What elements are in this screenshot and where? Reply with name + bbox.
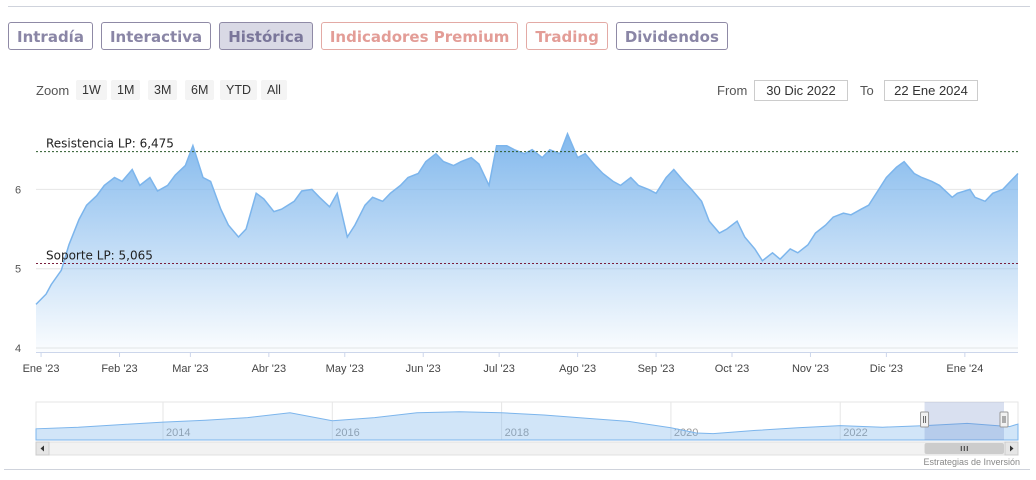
- x-tick-label: Nov '23: [792, 363, 829, 375]
- tab-dividendos[interactable]: Dividendos: [615, 22, 728, 50]
- navigator-year-label: 2022: [843, 427, 867, 439]
- x-tick-label: Mar '23: [172, 363, 208, 375]
- x-tick-label: Sep '23: [638, 363, 675, 375]
- navigator-frame: [35, 401, 1019, 441]
- x-tick-label: Ene '24: [946, 363, 983, 375]
- x-tick-label: Feb '23: [101, 363, 137, 375]
- from-label: From: [717, 83, 748, 98]
- y-tick-label: 4: [15, 343, 21, 355]
- price-chart: 4 5 6 Resistencia LP: 6,475 Soporte LP: 5,06…: [15, 131, 1019, 375]
- resistance-label: Resistencia LP: 6,475: [46, 137, 174, 151]
- branding-credit: Estrategias de Inversión: [923, 457, 1020, 467]
- navigator-year-label: 2018: [505, 427, 529, 439]
- bottom-divider: [4, 469, 1030, 470]
- series-area: [36, 133, 1018, 352]
- x-tick-label: Ene '23: [23, 363, 60, 375]
- zoom-6m-button[interactable]: 6M: [185, 80, 215, 100]
- from-date-input[interactable]: [754, 80, 848, 101]
- zoom-all-button[interactable]: All: [261, 80, 287, 100]
- x-tick-label: Abr '23: [252, 363, 287, 375]
- tab-trading[interactable]: Trading: [526, 22, 608, 50]
- navigator-year-label: 2014: [166, 427, 190, 439]
- navigator-handle[interactable]: [999, 411, 1009, 428]
- zoom-label: Zoom: [36, 83, 70, 98]
- y-tick-label: 6: [15, 184, 21, 196]
- x-tick-label: Jul '23: [483, 363, 514, 375]
- chevron-left-icon: [40, 445, 44, 452]
- tab-historica[interactable]: Histórica: [219, 22, 313, 50]
- tab-indicadores-premium[interactable]: Indicadores Premium: [320, 22, 519, 50]
- top-divider: [8, 6, 1030, 7]
- tab-intradia[interactable]: Intradía: [8, 22, 93, 50]
- x-tick-label: Jun '23: [406, 363, 441, 375]
- navigator-year-label: 2016: [335, 427, 359, 439]
- to-date-input[interactable]: [884, 80, 978, 101]
- support-label: Soporte LP: 5,065: [46, 249, 153, 263]
- y-tick-label: 5: [15, 264, 21, 276]
- x-tick-label: Oct '23: [715, 363, 750, 375]
- navigator-series: [35, 411, 1019, 441]
- scrollbar-track[interactable]: [35, 441, 1019, 456]
- navigator: 20142016201820202022: [35, 401, 1019, 456]
- chevron-right-icon: [1010, 445, 1014, 452]
- to-label: To: [860, 83, 874, 98]
- tab-interactiva[interactable]: Interactiva: [100, 22, 212, 50]
- view-tabs: Intradía Interactiva Histórica Indicador…: [8, 22, 728, 50]
- x-tick-label: May '23: [326, 363, 364, 375]
- x-tick-label: Dic '23: [870, 363, 903, 375]
- navigator-handle[interactable]: [920, 411, 930, 428]
- zoom-1m-button[interactable]: 1M: [111, 80, 141, 100]
- zoom-3m-button[interactable]: 3M: [148, 80, 178, 100]
- navigator-selection: [924, 402, 1004, 440]
- zoom-ytd-button[interactable]: YTD: [220, 80, 257, 100]
- zoom-1w-button[interactable]: 1W: [76, 80, 107, 100]
- x-tick-label: Ago '23: [559, 363, 596, 375]
